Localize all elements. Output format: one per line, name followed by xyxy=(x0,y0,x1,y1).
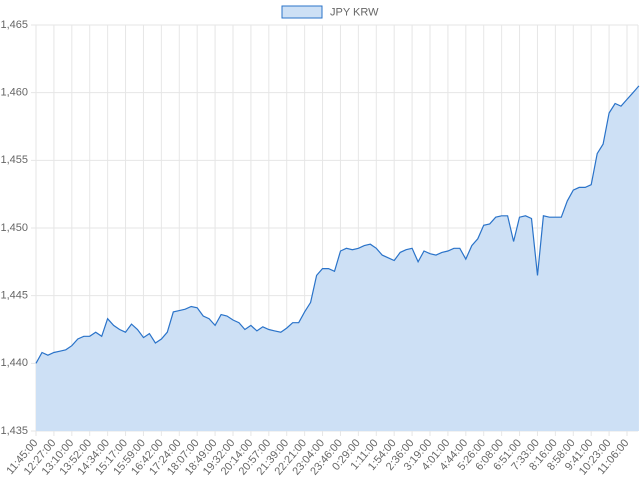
y-tick-label: 1,465 xyxy=(0,19,28,31)
y-tick-label: 1,445 xyxy=(0,290,28,302)
y-tick-label: 1,455 xyxy=(0,154,28,166)
line xyxy=(35,85,640,364)
y-tick-label: 1,435 xyxy=(0,425,28,437)
y-tick-label: 1,450 xyxy=(0,222,28,234)
y-tick-label: 1,460 xyxy=(0,87,28,99)
y-tick-label: 1,440 xyxy=(0,357,28,369)
area-fill xyxy=(36,85,639,432)
legend-swatch xyxy=(281,5,323,19)
legend-label: JPY KRW xyxy=(330,6,379,18)
